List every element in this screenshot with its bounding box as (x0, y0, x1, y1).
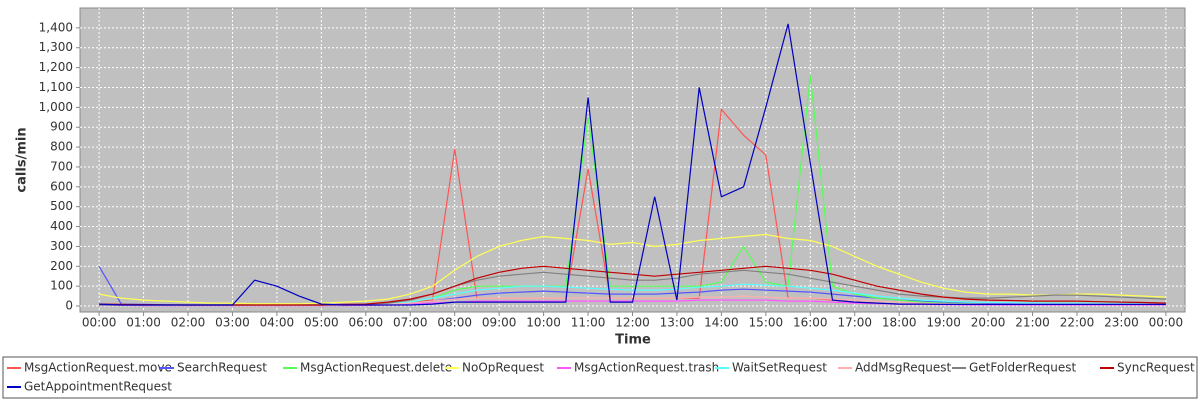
x-tick-label: 07:00 (393, 316, 428, 330)
legend-label: GetAppointmentRequest (24, 380, 172, 394)
y-tick-label: 1,300 (39, 40, 73, 54)
y-tick-label: 1,100 (39, 80, 73, 94)
x-tick-label: 00:00 (82, 316, 117, 330)
y-tick-label: 300 (50, 239, 73, 253)
x-tick-label: 15:00 (749, 316, 784, 330)
y-tick-label: 200 (50, 259, 73, 273)
y-tick-label: 500 (50, 199, 73, 213)
series-line (99, 265, 1166, 306)
x-tick-label: 10:00 (526, 316, 561, 330)
x-tick-label: 11:00 (571, 316, 606, 330)
legend (2, 356, 1198, 399)
x-tick-label: 20:00 (971, 316, 1006, 330)
x-tick-label: 22:00 (1060, 316, 1095, 330)
x-tick-label: 00:00 (1149, 316, 1184, 330)
y-tick-label: 900 (50, 120, 73, 134)
x-tick-label: 17:00 (837, 316, 872, 330)
series-line (99, 23, 1166, 306)
x-tick-label: 05:00 (304, 316, 339, 330)
x-tick-label: 21:00 (1015, 316, 1050, 330)
x-tick-label: 01:00 (126, 316, 161, 330)
x-tick-label: 16:00 (793, 316, 828, 330)
legend-label: AddMsgRequest (855, 361, 951, 375)
y-tick-label: 0 (65, 299, 73, 313)
y-tick-label: 1,400 (39, 20, 73, 34)
x-tick-label: 23:00 (1104, 316, 1139, 330)
x-tick-label: 13:00 (660, 316, 695, 330)
x-tick-label: 08:00 (437, 316, 472, 330)
x-tick-label: 04:00 (260, 316, 295, 330)
y-tick-label: 100 (50, 279, 73, 293)
legend-label: GetFolderRequest (969, 361, 1077, 375)
x-axis-label: Time (615, 333, 651, 348)
y-tick-label: 1,000 (39, 100, 73, 114)
x-tick-label: 14:00 (704, 316, 739, 330)
legend-label: SyncRequest (1117, 361, 1195, 375)
x-tick-label: 09:00 (482, 316, 517, 330)
x-tick-label: 06:00 (349, 316, 384, 330)
legend-label: MsgActionRequest.delete (300, 361, 452, 375)
x-tick-label: 03:00 (215, 316, 250, 330)
y-tick-label: 800 (50, 140, 73, 154)
y-tick-label: 700 (50, 159, 73, 173)
x-tick-label: 02:00 (171, 316, 206, 330)
y-tick-label: 600 (50, 179, 73, 193)
legend-label: SearchRequest (177, 361, 267, 375)
legend-label: MsgActionRequest.move (24, 361, 172, 375)
y-tick-label: 400 (50, 219, 73, 233)
y-tick-label: 1,200 (39, 60, 73, 74)
y-axis-label: calls/min (15, 127, 30, 192)
legend-label: MsgActionRequest.trash (574, 361, 719, 375)
legend-label: NoOpRequest (462, 361, 544, 375)
x-tick-label: 18:00 (882, 316, 917, 330)
x-tick-label: 12:00 (615, 316, 650, 330)
series-line (98, 233, 1166, 305)
x-tick-label: 19:00 (926, 316, 961, 330)
legend-label: WaitSetRequest (732, 361, 827, 375)
